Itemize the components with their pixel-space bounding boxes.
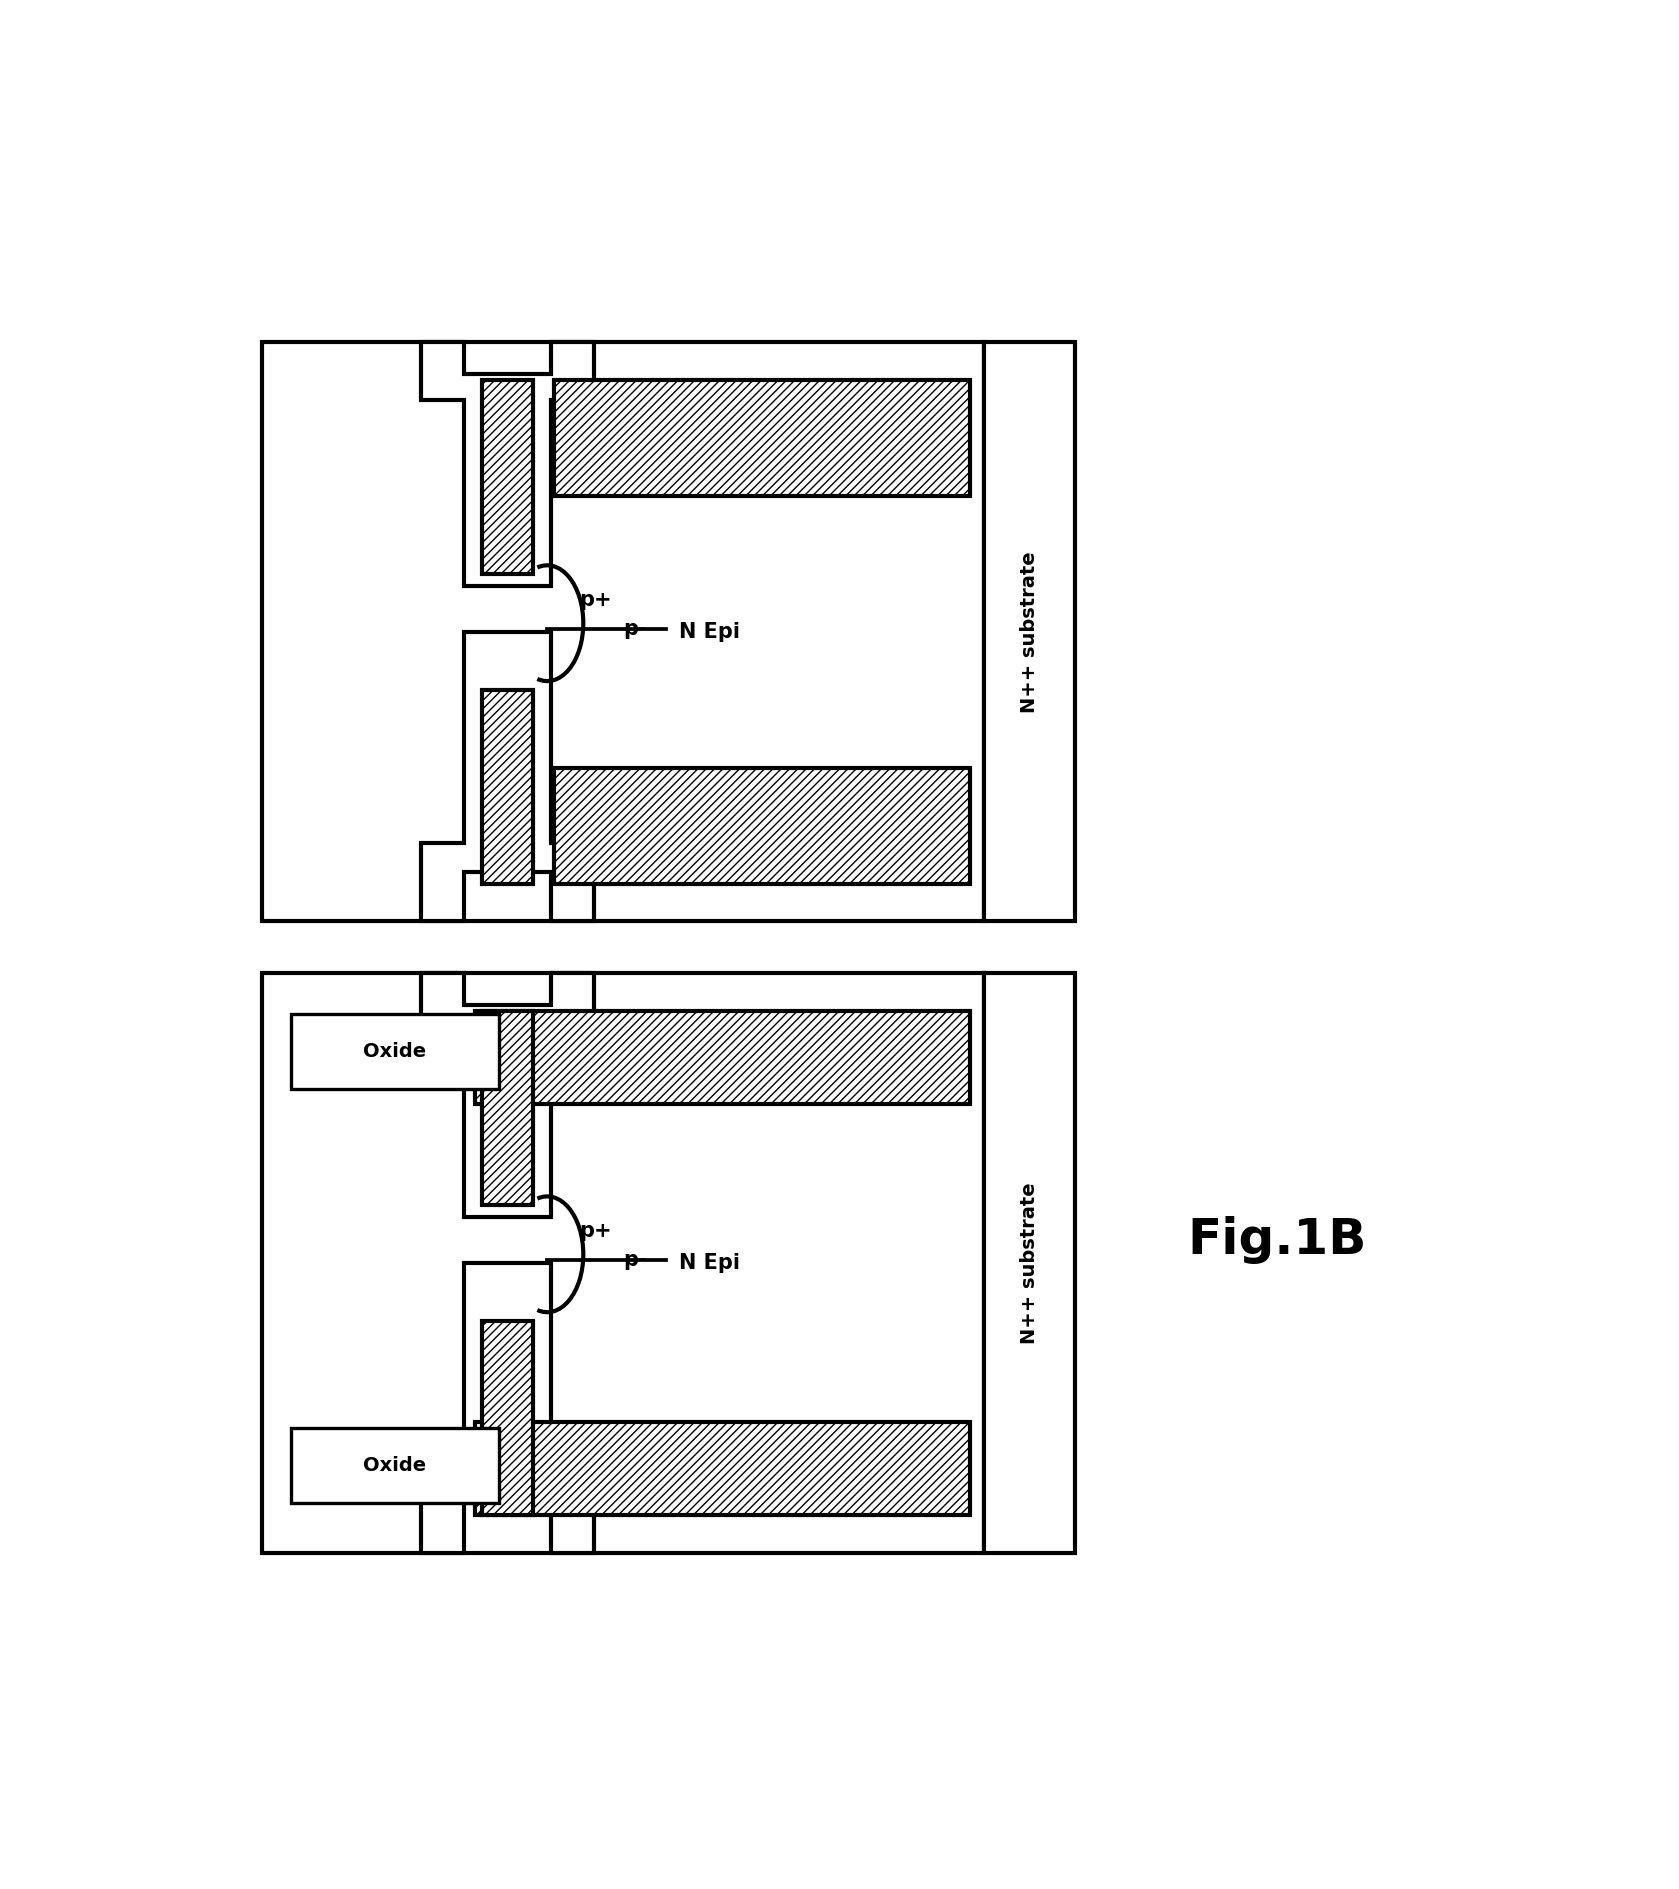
Text: Oxide: Oxide — [363, 1456, 426, 1475]
Bar — [475, 1422, 970, 1515]
Text: N++ substrate: N++ substrate — [1021, 552, 1039, 712]
Bar — [482, 380, 532, 574]
Bar — [482, 689, 532, 884]
Text: p+: p+ — [579, 589, 613, 610]
Bar — [475, 1011, 970, 1103]
Text: p+: p+ — [579, 1220, 613, 1241]
Bar — [290, 1014, 499, 1090]
Bar — [290, 1428, 499, 1504]
Bar — [554, 769, 970, 884]
Polygon shape — [421, 1264, 594, 1553]
Bar — [984, 342, 1075, 922]
Text: p-: p- — [623, 1251, 646, 1269]
Bar — [482, 1011, 532, 1205]
Text: p-: p- — [623, 620, 646, 638]
Polygon shape — [421, 973, 594, 1217]
Text: Fig.1B: Fig.1B — [1187, 1217, 1367, 1264]
Polygon shape — [421, 342, 594, 586]
Bar — [482, 1320, 532, 1515]
Polygon shape — [421, 633, 594, 922]
Bar — [554, 380, 970, 495]
Text: N Epi: N Epi — [680, 1252, 740, 1273]
Bar — [984, 973, 1075, 1553]
Text: N++ substrate: N++ substrate — [1021, 1183, 1039, 1343]
Bar — [262, 342, 984, 922]
Text: Oxide: Oxide — [363, 1043, 426, 1062]
Text: N Epi: N Epi — [680, 621, 740, 642]
Bar — [262, 973, 984, 1553]
